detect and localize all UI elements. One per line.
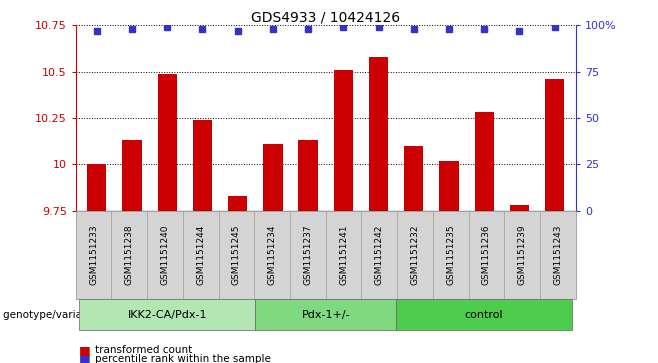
Bar bbox=[440, 160, 459, 211]
Text: GSM1151232: GSM1151232 bbox=[411, 225, 420, 285]
Text: GSM1151242: GSM1151242 bbox=[375, 225, 384, 285]
Text: GDS4933 / 10424126: GDS4933 / 10424126 bbox=[251, 11, 400, 25]
Bar bbox=[334, 70, 353, 211]
Text: GSM1151236: GSM1151236 bbox=[482, 225, 491, 285]
Text: transformed count: transformed count bbox=[95, 345, 193, 355]
Text: genotype/variation  ▶: genotype/variation ▶ bbox=[3, 310, 117, 320]
Text: GSM1151245: GSM1151245 bbox=[232, 225, 241, 285]
Text: percentile rank within the sample: percentile rank within the sample bbox=[95, 354, 271, 363]
Text: IKK2-CA/Pdx-1: IKK2-CA/Pdx-1 bbox=[128, 310, 207, 320]
Text: GSM1151233: GSM1151233 bbox=[89, 225, 98, 285]
Bar bbox=[193, 120, 212, 211]
Text: GSM1151235: GSM1151235 bbox=[446, 225, 455, 285]
Bar bbox=[122, 140, 141, 211]
Text: ■: ■ bbox=[79, 344, 91, 357]
Bar bbox=[299, 140, 318, 211]
Bar bbox=[545, 79, 565, 211]
Text: ■: ■ bbox=[79, 353, 91, 363]
Bar bbox=[263, 144, 282, 211]
Bar bbox=[404, 146, 424, 211]
Text: Pdx-1+/-: Pdx-1+/- bbox=[301, 310, 350, 320]
Text: control: control bbox=[465, 310, 503, 320]
Bar bbox=[474, 113, 494, 211]
Text: GSM1151238: GSM1151238 bbox=[125, 225, 134, 285]
Bar bbox=[510, 205, 529, 211]
Bar bbox=[228, 196, 247, 211]
Text: GSM1151240: GSM1151240 bbox=[161, 225, 170, 285]
Text: GSM1151234: GSM1151234 bbox=[268, 225, 276, 285]
Bar bbox=[369, 57, 388, 211]
Text: GSM1151241: GSM1151241 bbox=[339, 225, 348, 285]
Text: GSM1151243: GSM1151243 bbox=[553, 225, 563, 285]
Bar bbox=[157, 74, 177, 211]
Text: GSM1151244: GSM1151244 bbox=[196, 225, 205, 285]
Text: GSM1151239: GSM1151239 bbox=[518, 225, 526, 285]
Bar bbox=[87, 164, 107, 211]
Text: GSM1151237: GSM1151237 bbox=[303, 225, 313, 285]
